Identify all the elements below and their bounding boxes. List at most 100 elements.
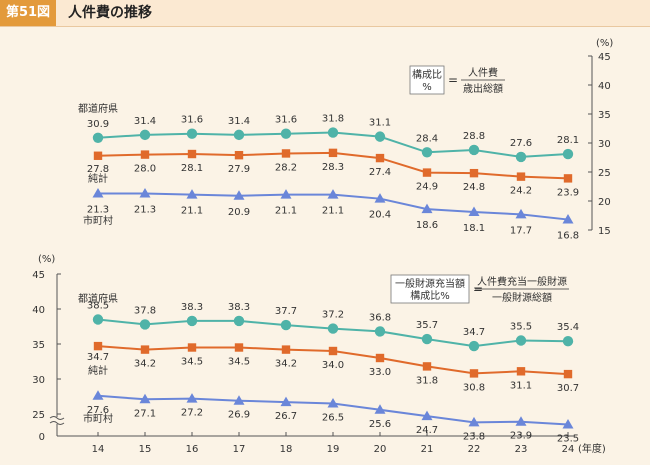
chart2-marker: [327, 398, 339, 408]
chart1-marker: [562, 148, 574, 160]
chart1-marker: [233, 129, 245, 141]
chart2-marker: [140, 345, 150, 354]
chart1-formula-left-line: %: [422, 82, 432, 93]
chart2-marker: [469, 369, 479, 378]
chart2-marker: [515, 335, 527, 346]
chart2-y-tick-label: 45: [32, 270, 45, 281]
chart1-data-label: 31.6: [181, 115, 203, 126]
chart1-marker: [328, 148, 338, 158]
chart1-data-label: 27.9: [228, 164, 250, 175]
chart2-marker: [375, 353, 385, 363]
chart1-formula-box: [409, 65, 445, 95]
figure-number-badge: 第51図: [0, 0, 56, 26]
chart1-marker: [327, 127, 339, 138]
chart2-data-label: 27.1: [134, 408, 156, 419]
chart1-formula-left-line: 構成比: [412, 68, 442, 81]
chart1-marker: [516, 172, 526, 181]
chart2-x-tick-label: 22: [468, 444, 481, 455]
chart2-x-tick-label: 23: [515, 444, 528, 455]
chart1-marker: [468, 144, 480, 156]
chart1-data-label: 31.4: [134, 116, 156, 127]
chart1-y-tick-label: 35: [598, 110, 611, 121]
chart1-marker: [186, 128, 198, 139]
chart1-marker: [280, 128, 292, 139]
chart2-data-label: 35.5: [510, 322, 532, 333]
chart1-marker: [140, 150, 150, 159]
chart2-data-label: 23.5: [557, 434, 579, 445]
chart1-data-label: 27.8: [87, 164, 109, 175]
chart1-data-label: 21.3: [134, 204, 156, 215]
chart2-y-tick-label: 40: [32, 305, 45, 316]
chart2-y-tick-label: 25: [32, 410, 45, 421]
chart1-data-label: 18.6: [416, 220, 438, 231]
chart1-data-label: 20.4: [369, 210, 391, 221]
chart2-data-label: 26.5: [322, 413, 344, 424]
chart1-data-label: 24.2: [510, 186, 532, 197]
chart2-x-tick-label: 20: [374, 444, 387, 455]
chart2-marker: [421, 333, 433, 345]
chart2-data-label: 25.6: [369, 419, 391, 430]
chart1-marker: [139, 129, 151, 141]
chart2-marker: [139, 319, 151, 330]
figure-header: 第51図 人件費の推移: [0, 0, 650, 27]
chart2-data-label: 34.2: [134, 359, 156, 370]
chart1-data-label: 17.7: [510, 225, 532, 236]
chart2-x-tick-label: 19: [327, 444, 340, 455]
chart2-marker: [93, 341, 103, 351]
chart2-x-tick-label: 21: [421, 444, 434, 455]
chart2-marker: [280, 396, 292, 407]
chart2-axis-break-mark: [49, 416, 65, 425]
chart1-data-label: 28.1: [181, 163, 203, 174]
chart2-y-tick-label: 0: [39, 432, 45, 443]
chart1-data-label: 21.1: [181, 206, 203, 217]
chart2-data-label: 37.7: [275, 306, 297, 317]
chart2-data-label: 31.1: [510, 380, 532, 391]
chart2-data-label: 34.7: [463, 327, 485, 338]
chart2-data-label: 31.8: [416, 375, 438, 386]
chart1-y-tick-label: 40: [598, 81, 611, 92]
chart2-marker: [374, 404, 386, 414]
chart2-data-label: 37.8: [134, 305, 156, 316]
chart1-marker: [515, 208, 527, 219]
chart1-marker: [468, 206, 480, 217]
chart2-marker: [281, 345, 291, 354]
chart2-series-name: 純計: [88, 364, 108, 377]
chart1-marker: [469, 168, 479, 178]
chart2-x-tick-label: 17: [233, 444, 246, 455]
chart1-data-label: 28.3: [322, 162, 344, 173]
chart1-y-tick-label: 25: [598, 168, 611, 179]
chart2-marker: [92, 314, 104, 325]
chart2-series-name: 都道府県: [78, 292, 118, 305]
chart1-marker: [374, 131, 386, 142]
chart2-data-label: 24.7: [416, 425, 438, 436]
chart2-data-label: 27.2: [181, 408, 203, 419]
chart1-data-label: 28.4: [416, 133, 438, 144]
chart1-marker: [515, 151, 527, 163]
chart1-marker: [421, 203, 433, 214]
chart2-data-label: 38.3: [181, 302, 203, 313]
chart2-marker: [562, 419, 574, 429]
chart2-data-label: 26.9: [228, 410, 250, 421]
chart1-marker: [421, 147, 433, 158]
chart1-data-label: 21.3: [87, 204, 109, 215]
chart1-marker: [422, 168, 432, 177]
chart2-marker: [468, 340, 480, 352]
chart1-marker: [563, 174, 573, 183]
chart1-data-label: 27.6: [510, 138, 532, 149]
chart2-data-label: 27.6: [87, 405, 109, 416]
chart1-data-label: 28.2: [275, 162, 297, 173]
chart2-marker: [468, 416, 480, 427]
chart2-data-label: 26.7: [275, 411, 297, 422]
chart1-marker: [327, 189, 339, 199]
chart2-y-tick-label: 30: [32, 375, 45, 386]
chart2-formula-numerator: 人件費充当一般財源: [477, 275, 567, 288]
chart2-x-tick-label: 16: [186, 444, 199, 455]
chart2-marker: [233, 315, 245, 327]
chart1-marker: [281, 149, 291, 158]
chart1-formula-equals: =: [448, 73, 458, 87]
chart2-formula-box: [390, 274, 470, 304]
chart2-marker: [233, 395, 245, 405]
chart1-y-tick-label: 20: [598, 197, 611, 208]
chart2-marker: [187, 343, 197, 352]
